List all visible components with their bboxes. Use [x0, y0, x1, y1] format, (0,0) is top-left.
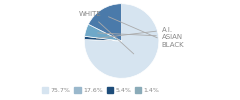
Wedge shape — [84, 36, 122, 41]
Wedge shape — [85, 24, 122, 41]
Text: A.I.: A.I. — [96, 27, 173, 38]
Wedge shape — [88, 4, 122, 41]
Text: ASIAN: ASIAN — [98, 33, 183, 40]
Legend: 75.7%, 17.6%, 5.4%, 1.4%: 75.7%, 17.6%, 5.4%, 1.4% — [42, 87, 160, 93]
Text: BLACK: BLACK — [108, 17, 185, 48]
Wedge shape — [84, 4, 159, 78]
Text: WHITE: WHITE — [79, 11, 134, 54]
